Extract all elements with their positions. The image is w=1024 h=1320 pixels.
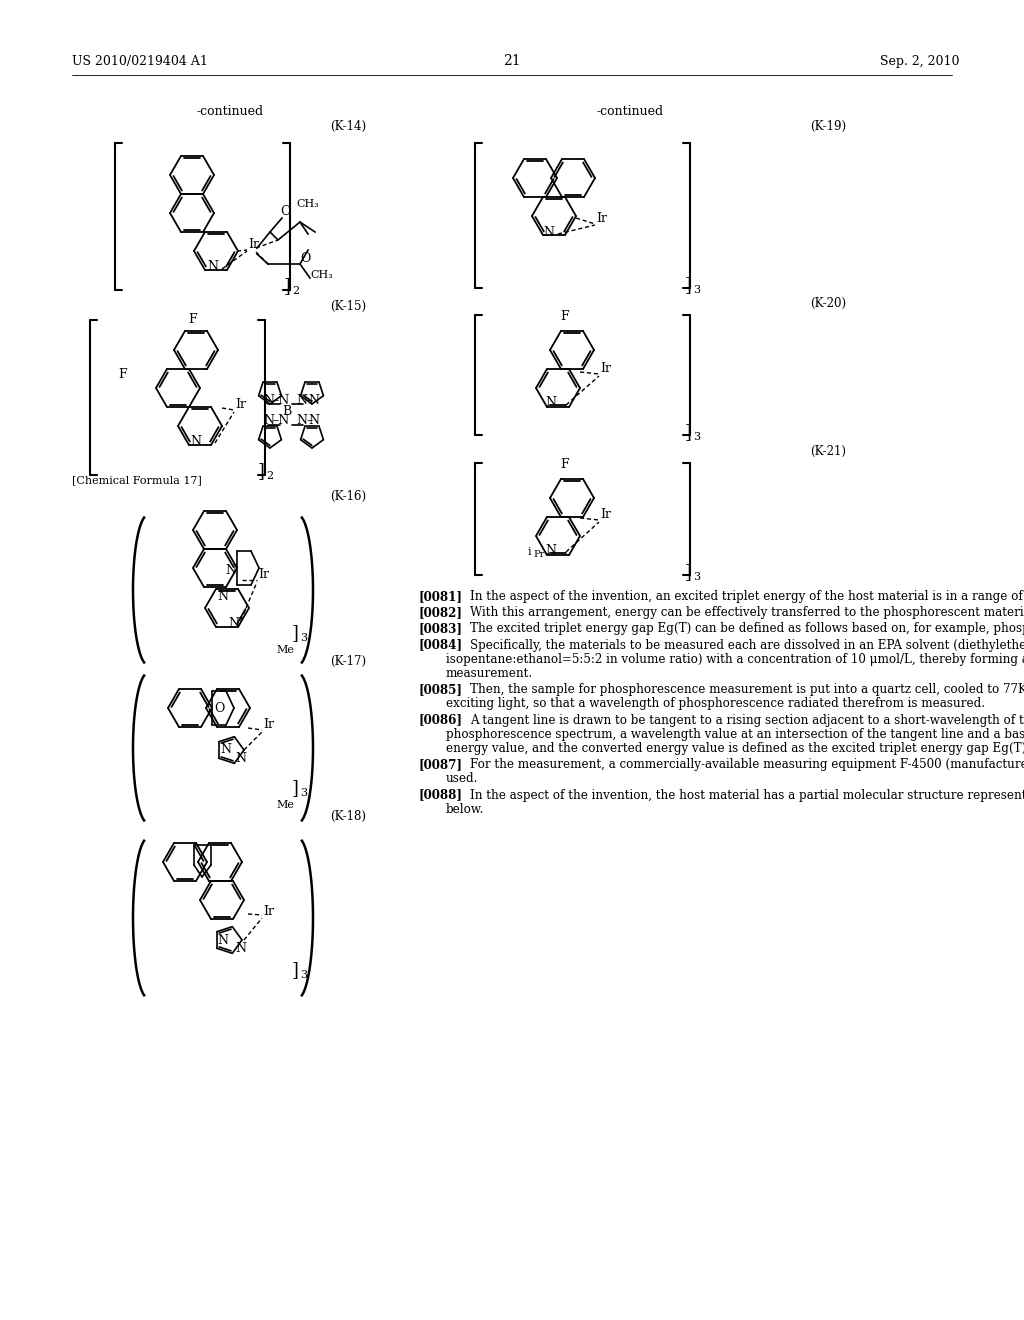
Text: [0087]: [0087] xyxy=(418,758,462,771)
Text: ]: ] xyxy=(258,462,265,480)
Text: phosphorescence spectrum, a wavelength value at an intersection of the tangent l: phosphorescence spectrum, a wavelength v… xyxy=(446,727,1024,741)
Text: 3: 3 xyxy=(693,432,700,442)
Text: –N: –N xyxy=(272,414,289,426)
Text: (K-18): (K-18) xyxy=(330,810,366,822)
Text: measurement.: measurement. xyxy=(446,667,534,680)
Text: below.: below. xyxy=(446,803,484,816)
Text: F: F xyxy=(118,368,127,381)
Text: -continued: -continued xyxy=(197,106,263,117)
Text: N: N xyxy=(217,590,228,603)
Text: F: F xyxy=(560,458,568,471)
Text: N–: N– xyxy=(296,414,313,426)
Text: used.: used. xyxy=(446,772,478,785)
Text: Me: Me xyxy=(276,645,294,655)
Text: ]: ] xyxy=(284,277,291,294)
Text: 3: 3 xyxy=(300,634,307,643)
Text: N: N xyxy=(543,226,554,239)
Text: (K-17): (K-17) xyxy=(330,655,367,668)
Text: Me: Me xyxy=(276,800,294,810)
Text: CH₃: CH₃ xyxy=(310,271,333,280)
Text: (K-16): (K-16) xyxy=(330,490,367,503)
Text: US 2010/0219404 A1: US 2010/0219404 A1 xyxy=(72,55,208,69)
Text: A tangent line is drawn to be tangent to a rising section adjacent to a short-wa: A tangent line is drawn to be tangent to… xyxy=(470,714,1024,726)
Text: N: N xyxy=(308,414,319,426)
Text: Specifically, the materials to be measured each are dissolved in an EPA solvent : Specifically, the materials to be measur… xyxy=(470,639,1024,652)
Text: [0082]: [0082] xyxy=(418,606,462,619)
Text: N: N xyxy=(545,396,556,409)
Text: F: F xyxy=(560,310,568,323)
Text: N: N xyxy=(234,752,246,766)
Text: 3: 3 xyxy=(300,970,307,979)
Text: 3: 3 xyxy=(693,572,700,582)
Text: 2: 2 xyxy=(266,471,273,480)
Text: N: N xyxy=(190,436,201,447)
Text: 2: 2 xyxy=(292,286,299,296)
Text: O: O xyxy=(214,702,224,715)
Text: N: N xyxy=(228,616,239,630)
Text: In the aspect of the invention, the host material has a partial molecular struct: In the aspect of the invention, the host… xyxy=(470,788,1024,801)
Text: N: N xyxy=(234,942,246,954)
Text: (K-20): (K-20) xyxy=(810,297,846,310)
Text: (K-21): (K-21) xyxy=(810,445,846,458)
Text: For the measurement, a commercially-available measuring equipment F-4500 (manufa: For the measurement, a commercially-avai… xyxy=(470,758,1024,771)
Text: N: N xyxy=(207,260,218,273)
Text: [0085]: [0085] xyxy=(418,684,462,696)
Text: N: N xyxy=(220,743,231,756)
Text: i: i xyxy=(528,546,531,557)
Text: Ir: Ir xyxy=(596,213,607,224)
Text: In the aspect of the invention, an excited triplet energy of the host material i: In the aspect of the invention, an excit… xyxy=(470,590,1024,603)
Text: N: N xyxy=(225,564,236,577)
Text: ]: ] xyxy=(292,624,299,642)
Text: Ir: Ir xyxy=(234,399,246,411)
Text: (K-15): (K-15) xyxy=(330,300,367,313)
Text: ]: ] xyxy=(685,422,692,441)
Text: N: N xyxy=(308,393,319,407)
Text: CH₃: CH₃ xyxy=(296,199,318,209)
Text: Ir: Ir xyxy=(263,906,274,917)
Text: [0086]: [0086] xyxy=(418,714,462,726)
Text: With this arrangement, energy can be effectively transferred to the phosphoresce: With this arrangement, energy can be eff… xyxy=(470,606,1024,619)
Text: Ir: Ir xyxy=(263,718,274,731)
Text: -continued: -continued xyxy=(596,106,664,117)
Text: Ir: Ir xyxy=(600,362,611,375)
Text: (K-14): (K-14) xyxy=(330,120,367,133)
Text: Ir: Ir xyxy=(248,238,259,251)
Text: N: N xyxy=(545,544,556,557)
Text: N–: N– xyxy=(296,393,313,407)
Text: B: B xyxy=(282,405,291,418)
Text: Then, the sample for phosphorescence measurement is put into a quartz cell, cool: Then, the sample for phosphorescence mea… xyxy=(470,684,1024,696)
Text: [0083]: [0083] xyxy=(418,623,462,635)
Text: Ir: Ir xyxy=(258,568,269,581)
Text: [Chemical Formula 17]: [Chemical Formula 17] xyxy=(72,475,202,484)
Text: 3: 3 xyxy=(300,788,307,799)
Text: Ir: Ir xyxy=(600,508,611,521)
Text: [0081]: [0081] xyxy=(418,590,462,603)
Text: ]: ] xyxy=(685,564,692,581)
Text: ]: ] xyxy=(292,961,299,979)
Text: energy value, and the converted energy value is defined as the excited triplet e: energy value, and the converted energy v… xyxy=(446,742,1024,755)
Text: ]: ] xyxy=(685,276,692,294)
Text: The excited triplet energy gap Eg(T) can be defined as follows based on, for exa: The excited triplet energy gap Eg(T) can… xyxy=(470,623,1024,635)
Text: ]: ] xyxy=(292,779,299,797)
Text: Sep. 2, 2010: Sep. 2, 2010 xyxy=(880,55,959,69)
Text: exciting light, so that a wavelength of phosphorescence radiated therefrom is me: exciting light, so that a wavelength of … xyxy=(446,697,985,710)
Text: O: O xyxy=(300,252,310,265)
Text: N: N xyxy=(263,393,274,407)
Text: Pr: Pr xyxy=(534,550,545,558)
Text: [0084]: [0084] xyxy=(418,639,462,652)
Text: [0088]: [0088] xyxy=(418,788,462,801)
Text: –N: –N xyxy=(272,393,289,407)
Text: O: O xyxy=(280,205,291,218)
Text: isopentane:ethanol=5:5:2 in volume ratio) with a concentration of 10 μmol/L, the: isopentane:ethanol=5:5:2 in volume ratio… xyxy=(446,653,1024,665)
Text: F: F xyxy=(188,313,197,326)
Text: 3: 3 xyxy=(693,285,700,294)
Text: 21: 21 xyxy=(503,54,521,69)
Text: N: N xyxy=(217,935,228,946)
Text: N: N xyxy=(263,414,274,426)
Text: (K-19): (K-19) xyxy=(810,120,846,133)
